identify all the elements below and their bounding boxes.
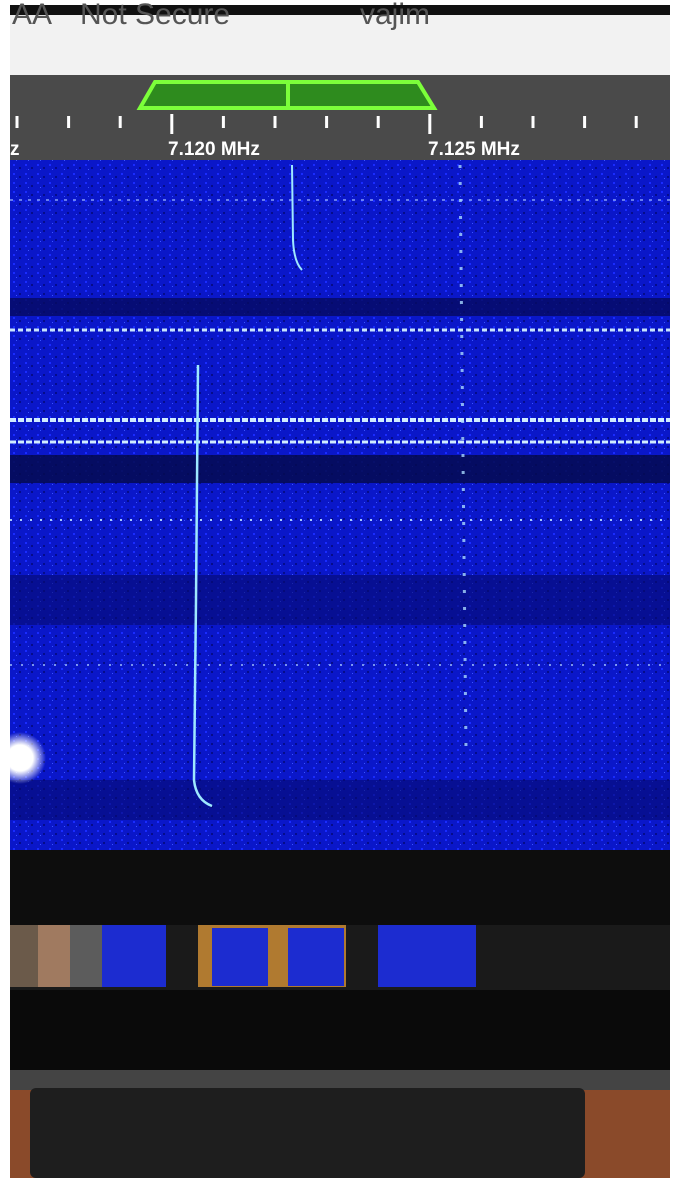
scale-ticks bbox=[15, 114, 638, 134]
frequency-label: z bbox=[10, 139, 20, 160]
thumbnail-strip[interactable] bbox=[10, 925, 670, 990]
reader-button[interactable]: AA bbox=[12, 0, 52, 31]
frequency-label: 7.120 MHz bbox=[168, 139, 260, 160]
screen-area bbox=[10, 850, 670, 925]
device-edge bbox=[10, 1070, 670, 1090]
frequency-label: 7.125 MHz bbox=[428, 139, 520, 160]
security-label: Not Secure bbox=[80, 0, 230, 31]
browser-bar bbox=[10, 15, 670, 75]
stand bbox=[30, 1088, 585, 1178]
url[interactable]: vajim bbox=[360, 0, 430, 31]
screen-area bbox=[10, 990, 670, 1070]
waterfall bbox=[0, 160, 670, 850]
